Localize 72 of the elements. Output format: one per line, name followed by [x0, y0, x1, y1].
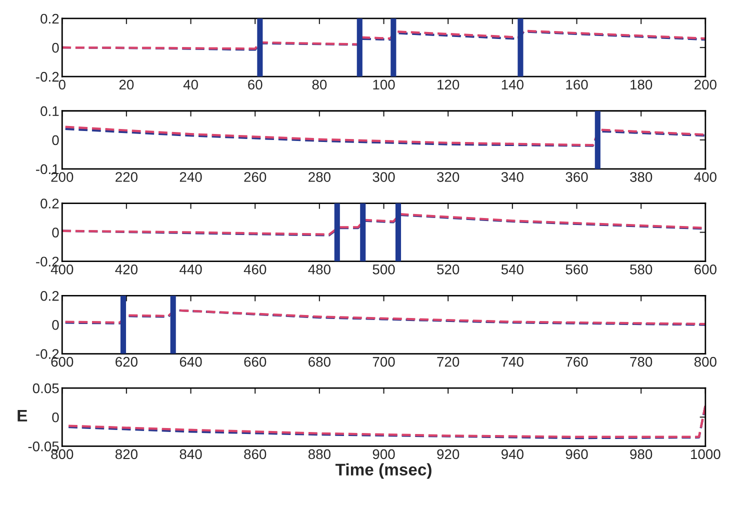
x-tick-label: 260 — [244, 172, 266, 182]
x-tick-label: 700 — [372, 356, 395, 367]
x-tick-label: 380 — [630, 172, 652, 182]
x-tick-label: 360 — [566, 172, 588, 182]
x-tick-label: 240 — [180, 172, 202, 182]
x-tick-label: 980 — [630, 449, 652, 460]
y-tick-label: 0 — [52, 135, 59, 146]
x-tick-label: 140 — [502, 80, 524, 90]
y-tick-label: 0 — [52, 412, 59, 422]
y-tick-label: -0.2 — [36, 349, 59, 359]
x-tick-label: 720 — [437, 356, 460, 367]
x-tick-label: 740 — [502, 356, 524, 367]
x-tick-label: 840 — [180, 449, 202, 460]
y-tick-label: 0.2 — [40, 14, 59, 24]
x-tick-label: 180 — [630, 80, 652, 90]
y-tick-label: -0.1 — [36, 164, 59, 174]
x-tick-label: 800 — [51, 449, 74, 460]
x-tick-label: 580 — [630, 264, 652, 274]
y-tick-label: 0.05 — [32, 383, 59, 394]
x-tick-label: 280 — [308, 172, 330, 182]
y-tick-label: 0 — [52, 320, 59, 330]
y-axis-title: E — [18, 410, 28, 422]
x-tick-label: 780 — [630, 356, 652, 367]
x-tick-label: 600 — [51, 356, 74, 367]
x-tick-label: 680 — [308, 356, 330, 367]
x-tick-label: 340 — [501, 172, 524, 182]
y-tick-label: 0.2 — [40, 291, 59, 301]
x-tick-label: 620 — [116, 356, 138, 367]
x-axis-title: Time (msec) — [335, 463, 432, 479]
x-tick-label: 760 — [566, 356, 588, 367]
x-tick-label: 940 — [501, 449, 524, 460]
x-tick-label: 480 — [308, 264, 330, 274]
x-tick-label: 600 — [694, 264, 716, 274]
x-tick-label: 120 — [438, 80, 460, 90]
x-tick-label: 20 — [119, 80, 134, 90]
y-tick-label: 0 — [52, 42, 59, 53]
x-tick-label: 300 — [372, 172, 395, 182]
x-tick-label: 320 — [437, 172, 460, 182]
x-tick-label: 420 — [115, 264, 138, 274]
x-tick-label: 0 — [58, 80, 66, 90]
x-tick-label: 820 — [115, 449, 138, 460]
x-tick-label: 400 — [50, 264, 74, 274]
x-tick-label: 200 — [694, 80, 716, 90]
x-tick-label: 200 — [51, 172, 74, 182]
x-tick-label: 80 — [312, 80, 327, 90]
x-tick-label: 900 — [372, 449, 395, 460]
x-tick-label: 400 — [694, 172, 716, 182]
y-tick-label: -0.2 — [36, 72, 59, 82]
x-tick-label: 60 — [248, 80, 262, 90]
x-tick-label: 920 — [437, 449, 460, 460]
x-tick-label: 500 — [372, 264, 395, 274]
x-tick-label: 160 — [566, 80, 588, 90]
x-tick-label: 540 — [501, 264, 524, 274]
y-tick-label: 0.2 — [40, 198, 59, 208]
x-tick-label: 440 — [180, 264, 202, 274]
y-tick-label: -0.2 — [36, 256, 59, 267]
x-tick-label: 220 — [116, 172, 138, 182]
x-tick-label: 560 — [566, 264, 588, 274]
x-tick-label: 100 — [373, 80, 395, 90]
x-tick-label: 960 — [566, 449, 588, 460]
y-tick-label: 0 — [52, 228, 59, 238]
x-tick-label: 460 — [244, 264, 266, 274]
y-tick-label: -0.05 — [28, 441, 59, 452]
x-tick-label: 1000 — [691, 449, 720, 460]
x-tick-label: 640 — [180, 356, 202, 367]
x-tick-label: 880 — [308, 449, 330, 460]
x-tick-label: 40 — [183, 80, 198, 90]
x-tick-label: 660 — [244, 356, 266, 367]
x-tick-label: 800 — [694, 356, 716, 367]
x-tick-label: 860 — [244, 449, 266, 460]
x-tick-label: 520 — [437, 264, 460, 274]
y-tick-label: 0.1 — [40, 106, 59, 116]
